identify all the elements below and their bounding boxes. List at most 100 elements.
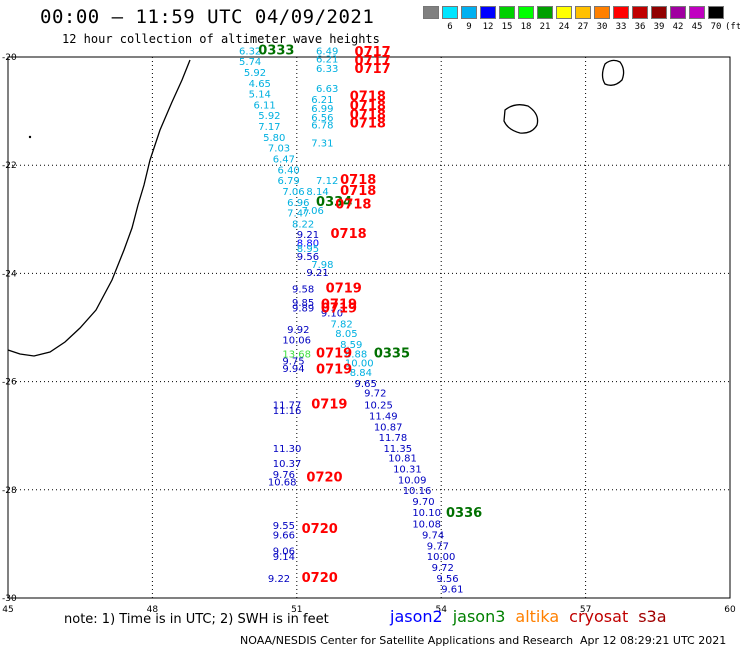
colorbar-swatch [575,6,591,19]
pass-time-label: 0719 [321,298,357,313]
swh-value-label: 8.84 [350,368,372,379]
swh-value-label: 8.95 [297,244,319,255]
swh-value-label: 11.35 [383,444,412,455]
swh-value-label: 6.32 [239,46,261,57]
swh-value-label: 10.08 [412,520,441,531]
legend-satellite-jason3: jason3 [452,607,506,626]
swh-value-label: 6.56 [311,113,333,124]
colorbar-level-label: 36 [634,22,646,32]
swh-value-label: 8.80 [297,238,319,249]
colorbar-swatch [689,6,705,19]
swh-value-label: 10.00 [427,552,456,563]
swh-value-label: 8.22 [292,219,314,230]
swh-value-label: 5.80 [263,133,285,144]
swh-value-label: 9.72 [364,389,386,400]
swh-value-label: 6.21 [311,95,333,106]
pass-time-label: 0718 [330,227,366,242]
swh-value-label: 7.06 [282,187,304,198]
swh-value-label: 7.98 [311,260,333,271]
colorbar-level-label: 42 [672,22,684,32]
swh-value-label: 6.96 [287,198,309,209]
pass-time-label: 0720 [306,471,342,486]
swh-value-label: 9.21 [297,230,319,241]
lat-tick-label: -30 [2,594,17,604]
swh-value-label: 10.68 [268,477,297,488]
pass-time-label: 0719 [316,346,352,361]
pass-time-label: 0718 [350,89,386,104]
swh-value-label: 5.92 [244,68,266,79]
swh-value-label: 9.58 [292,284,314,295]
swh-value-label: 9.22 [268,574,290,585]
swh-value-label: 7.47 [287,209,309,220]
satellite-legend: jason2 jason3 altika cryosat s3a [390,607,677,626]
swh-value-label: 9.77 [427,541,449,552]
swh-value-label: 9.14 [273,552,295,563]
swh-value-label: 6.99 [311,104,333,115]
swh-value-label: 9.06 [273,547,295,558]
legend-satellite-s3a: s3a [638,607,667,626]
swh-value-label: 10.37 [273,459,302,470]
swh-value-label: 8.05 [335,329,357,340]
colorbar-swatch [613,6,629,19]
swh-value-label: 9.76 [273,470,295,481]
legend-satellite-altika: altika [515,607,560,626]
pass-time-label: 0336 [446,506,482,521]
page-title: 00:00 — 11:59 UTC 04/09/2021 [40,6,375,28]
colorbar-level-label: 18 [520,22,532,32]
swh-value-label: 10.16 [403,486,432,497]
mauritius-coastline [601,59,625,86]
colorbar-level-label: 30 [596,22,608,32]
pass-time-label: 0718 [335,197,371,212]
colorbar-swatch [708,6,724,19]
swh-value-label: 8.14 [306,187,328,198]
lat-tick-label: -22 [2,161,17,171]
colorbar-level-label: 12 [482,22,494,32]
swh-value-label: 10.25 [364,401,393,412]
colorbar-swatch [537,6,553,19]
pass-time-label: 0717 [355,45,391,60]
colorbar-level-label: 6 [447,22,453,32]
swh-value-label: 6.21 [316,54,338,65]
swh-value-label: 9.56 [436,574,458,585]
colorbar-level-label: 33 [615,22,627,32]
pass-time-label: 0717 [355,62,391,77]
lon-tick-label: 45 [2,605,13,615]
pass-time-label: 0718 [340,184,376,199]
lon-tick-label: 57 [580,605,591,615]
pass-time-label: 0717 [355,54,391,69]
lon-tick-label: 60 [724,605,736,615]
swh-value-label: 6.40 [278,165,300,176]
colorbar-swatch [556,6,572,19]
swh-value-label: 10.31 [393,464,422,475]
colorbar-swatch [632,6,648,19]
colorbar-level-label: 15 [501,22,513,32]
swh-value-label: 10.09 [398,475,427,486]
lon-tick-label: 51 [291,605,302,615]
swh-value-label: 4.65 [249,79,271,90]
colorbar-swatch [461,6,477,19]
lat-tick-label: -28 [2,486,17,496]
lon-tick-label: 54 [435,605,447,615]
swh-value-label: 8.88 [345,349,367,360]
lon-tick-label: 48 [147,605,159,615]
colorbar-swatch [423,6,439,19]
swh-value-label: 8.59 [340,340,362,351]
swh-value-label: 6.63 [316,84,338,95]
pass-time-label: 0334 [316,195,352,210]
swh-value-label: 9.55 [273,521,295,532]
swh-value-label: 9.56 [297,252,319,263]
swh-value-label: 11.49 [369,411,398,422]
lat-tick-label: -26 [2,378,17,388]
swh-value-label: 11.16 [273,406,302,417]
colorbar-swatch [594,6,610,19]
swh-value-label: 7.31 [311,138,333,149]
swh-value-label: 5.74 [239,57,261,68]
swh-value-label: 9.65 [355,379,377,390]
swh-value-label: 9.61 [441,585,463,596]
pass-time-label: 0720 [302,571,338,586]
swh-value-label: 9.75 [282,356,304,367]
swh-value-label: 6.49 [316,46,338,57]
lat-tick-label: -24 [2,269,17,279]
page-subtitle: 12 hour collection of altimeter wave hei… [62,32,380,46]
swh-value-label: 5.14 [249,90,271,101]
